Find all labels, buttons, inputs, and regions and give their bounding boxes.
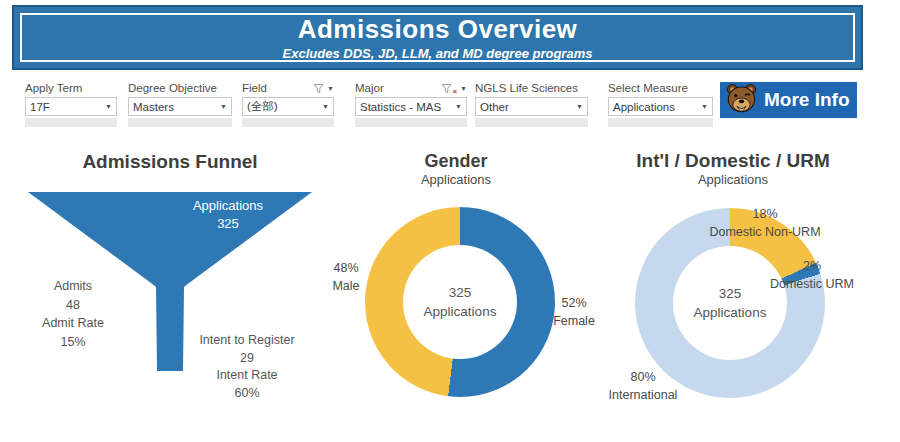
intl-chart-title: Int'l / Domestic / URM: [603, 150, 863, 172]
filter-strip: [608, 118, 713, 127]
filter-select-measure: Select Measure Applications ▼: [608, 82, 713, 127]
filter-ngls-label: NGLS Life Sciences: [475, 82, 588, 95]
funnel-clear-icon[interactable]: [441, 80, 452, 98]
caret-down-icon[interactable]: ▼: [701, 103, 708, 110]
more-info-label: More Info: [764, 89, 850, 111]
intl-chart-subtitle: Applications: [603, 172, 863, 187]
filter-strip: [355, 118, 467, 127]
filter-select-measure-select[interactable]: Applications ▼: [608, 97, 713, 116]
gender-chart-subtitle: Applications: [356, 172, 556, 187]
gender-female-label: 52% Female: [532, 294, 616, 330]
intl-domestic-urm-label: 2% Domestic URM: [742, 257, 882, 293]
funnel-admits-label: Admits 48 Admit Rate 15%: [20, 277, 126, 351]
funnel-intent-label: Intent to Register 29 Intent Rate 60%: [176, 332, 318, 402]
caret-down-icon[interactable]: ▼: [576, 103, 583, 110]
filter-select-measure-label: Select Measure: [608, 82, 713, 95]
intl-domestic-nonurm-label: 18% Domestic Non-URM: [685, 205, 845, 241]
filter-select-measure-value: Applications: [613, 101, 675, 113]
filter-ngls-value: Other: [480, 101, 509, 113]
caret-down-icon[interactable]: ▼: [455, 103, 462, 110]
gender-donut-chart[interactable]: 325 Applications: [365, 207, 555, 397]
filter-ngls-life-sciences: NGLS Life Sciences Other ▼: [475, 82, 588, 127]
funnel-clear-x: ×: [452, 87, 457, 96]
filter-major-select[interactable]: Statistics - MAS ▼: [355, 97, 467, 116]
gender-donut-center: 325 Applications: [403, 245, 517, 359]
admissions-dashboard: Admissions Overview Excludes DDS, JD, LL…: [0, 0, 900, 442]
gender-male-label: 48% Male: [306, 259, 386, 295]
gender-chart-title: Gender: [356, 151, 556, 172]
filter-major: Major × ▼ Statistics - MAS ▼: [355, 82, 467, 127]
more-info-button[interactable]: More Info: [720, 82, 857, 118]
filter-major-value: Statistics - MAS: [360, 101, 441, 113]
bruin-bear-icon: [725, 82, 758, 119]
filter-strip: [475, 118, 588, 127]
filter-ngls-select[interactable]: Other ▼: [475, 97, 588, 116]
caret-down-icon[interactable]: ▼: [460, 85, 467, 92]
intl-international-label: 80% International: [583, 368, 703, 404]
funnel-applications-label: Applications 325: [182, 197, 274, 233]
